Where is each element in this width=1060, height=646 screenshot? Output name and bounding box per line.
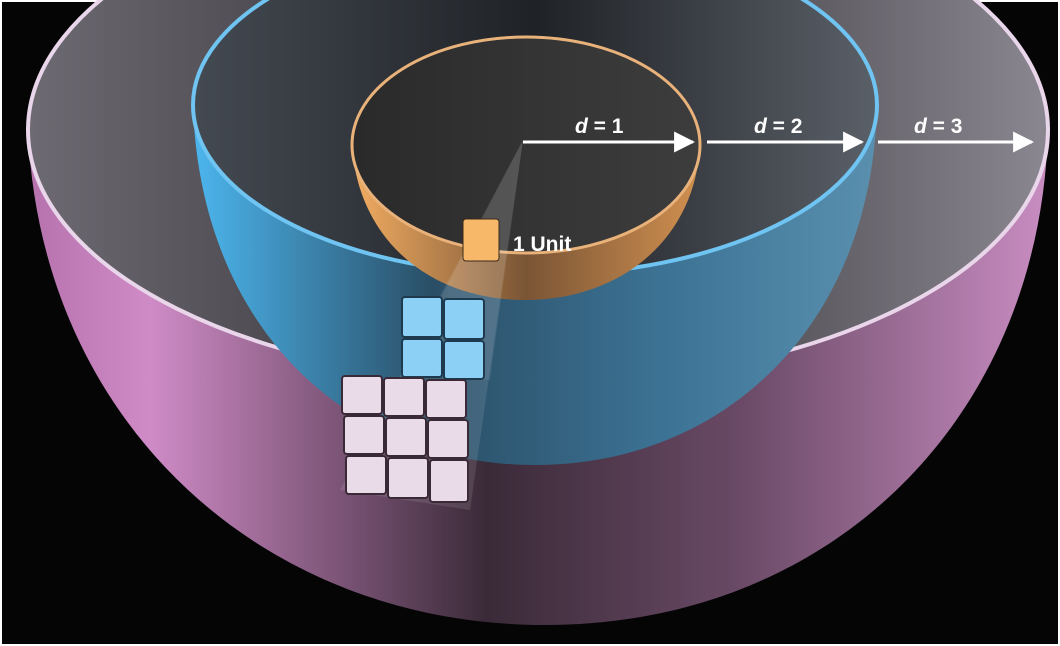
grid-outer-cell <box>343 415 385 455</box>
grid-outer-cell <box>385 417 427 457</box>
grid-middle-cell <box>443 298 485 340</box>
grid-middle-cell <box>401 338 443 378</box>
grid-outer-cell <box>341 375 383 415</box>
grid-outer-cell <box>427 419 469 459</box>
label-unit: 1 Unit <box>513 233 571 256</box>
inner-shell-rim <box>350 35 702 255</box>
grid-middle-cell <box>443 340 485 380</box>
grid-middle-cell <box>401 296 443 338</box>
inner-shell-opening <box>352 37 700 253</box>
grid-outer-cell <box>345 455 387 495</box>
grid-outer-cell <box>387 457 429 499</box>
grid-outer-cell <box>383 377 425 417</box>
grid-middle-2x2 <box>401 296 485 380</box>
unit-square-inner <box>462 218 500 262</box>
label-d2: d = 2 <box>754 115 802 138</box>
label-d1: d = 1 <box>575 115 624 138</box>
grid-outer-cell <box>425 379 467 419</box>
grid-outer-3x3 <box>341 375 469 503</box>
label-d3: d = 3 <box>914 115 962 138</box>
inner-shell <box>350 35 702 300</box>
grid-outer-cell <box>429 459 469 503</box>
